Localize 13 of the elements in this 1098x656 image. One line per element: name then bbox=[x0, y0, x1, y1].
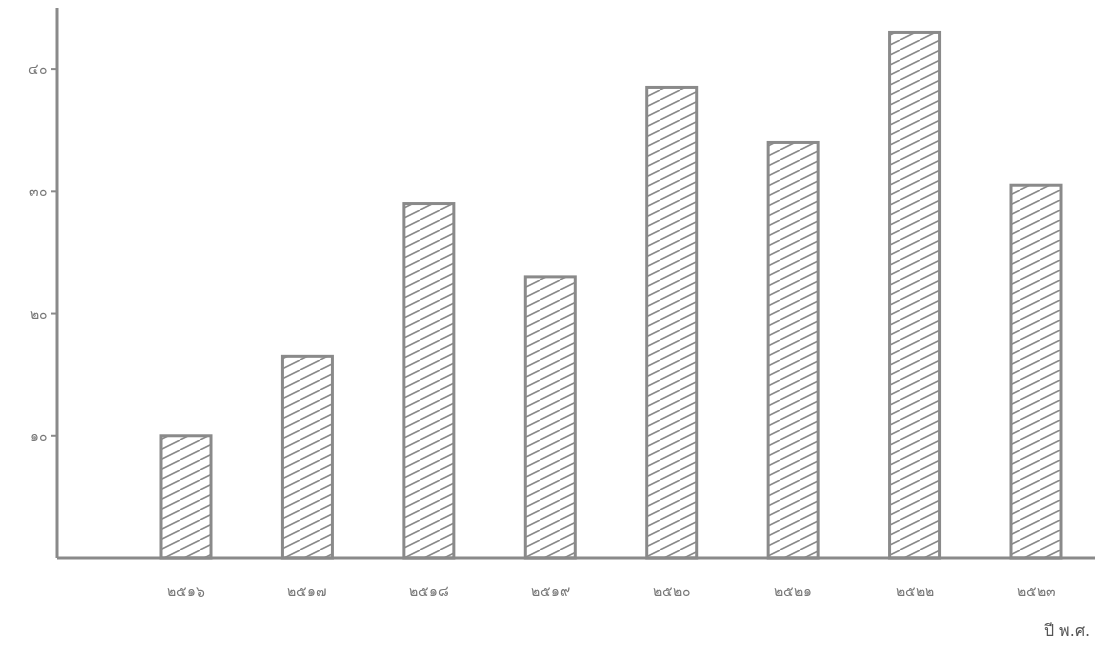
x-tick-label: ๒๕๑๖ bbox=[167, 583, 205, 599]
y-tick-label: ๒๐ bbox=[30, 305, 48, 322]
y-tick-label: ๔๐ bbox=[28, 61, 48, 78]
x-tick-label: ๒๕๒๒ bbox=[895, 583, 934, 599]
x-tick-label: ๒๕๒๑ bbox=[774, 583, 813, 599]
y-tick-label: ๑๐ bbox=[30, 427, 48, 444]
x-tick-label: ๒๕๑๗ bbox=[287, 583, 328, 599]
x-tick-label: ๒๕๒๐ bbox=[652, 583, 691, 599]
x-tick-label: ๒๕๑๘ bbox=[408, 583, 449, 599]
x-axis-title: ปี พ.ศ. bbox=[1043, 621, 1090, 640]
x-tick-label: ๒๕๑๙ bbox=[530, 583, 570, 599]
x-tick-label: ๒๕๒๓ bbox=[1016, 583, 1056, 599]
y-tick-label: ๓๐ bbox=[29, 183, 48, 200]
